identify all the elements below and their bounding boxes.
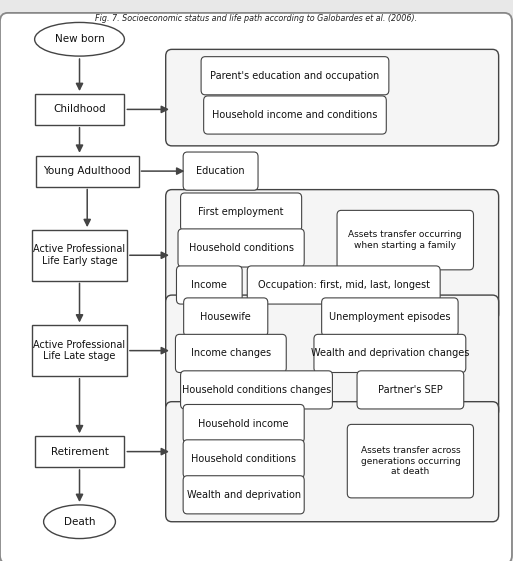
- Text: New born: New born: [55, 34, 104, 44]
- Text: Household conditions: Household conditions: [191, 454, 296, 464]
- FancyBboxPatch shape: [175, 334, 286, 373]
- Text: Childhood: Childhood: [53, 104, 106, 114]
- Text: Income: Income: [191, 280, 227, 290]
- FancyBboxPatch shape: [314, 334, 466, 373]
- FancyBboxPatch shape: [201, 57, 389, 95]
- Text: Wealth and deprivation: Wealth and deprivation: [187, 490, 301, 500]
- Text: Fig. 7. Socioeconomic status and life path according to Galobardes et al. (2006): Fig. 7. Socioeconomic status and life pa…: [95, 14, 418, 23]
- Text: Occupation: first, mid, last, longest: Occupation: first, mid, last, longest: [258, 280, 430, 290]
- Text: Unemployment episodes: Unemployment episodes: [329, 312, 450, 322]
- Text: Wealth and deprivation changes: Wealth and deprivation changes: [311, 348, 469, 358]
- FancyBboxPatch shape: [176, 266, 242, 304]
- FancyBboxPatch shape: [322, 298, 458, 336]
- FancyBboxPatch shape: [32, 325, 127, 376]
- FancyBboxPatch shape: [181, 193, 302, 231]
- Text: Partner's SEP: Partner's SEP: [378, 385, 443, 395]
- FancyBboxPatch shape: [35, 436, 124, 467]
- FancyBboxPatch shape: [181, 371, 332, 409]
- FancyBboxPatch shape: [204, 96, 386, 134]
- Text: Active Professional
Life Early stage: Active Professional Life Early stage: [33, 245, 126, 266]
- Text: Death: Death: [64, 517, 95, 527]
- FancyBboxPatch shape: [337, 210, 473, 270]
- Text: Income changes: Income changes: [191, 348, 271, 358]
- FancyBboxPatch shape: [166, 295, 499, 417]
- FancyBboxPatch shape: [166, 190, 499, 321]
- Text: Household conditions changes: Household conditions changes: [182, 385, 331, 395]
- Text: First employment: First employment: [199, 207, 284, 217]
- FancyBboxPatch shape: [166, 402, 499, 522]
- Text: Assets transfer occurring
when starting a family: Assets transfer occurring when starting …: [348, 231, 462, 250]
- Text: Active Professional
Life Late stage: Active Professional Life Late stage: [33, 340, 126, 361]
- Text: Household conditions: Household conditions: [189, 243, 293, 253]
- Text: Household income: Household income: [199, 419, 289, 429]
- FancyBboxPatch shape: [36, 156, 139, 187]
- Text: Household income and conditions: Household income and conditions: [212, 110, 378, 120]
- FancyBboxPatch shape: [183, 440, 304, 478]
- Text: Assets transfer across
generations occurring
at death: Assets transfer across generations occur…: [361, 446, 460, 476]
- FancyBboxPatch shape: [184, 298, 268, 336]
- FancyBboxPatch shape: [183, 404, 304, 443]
- Text: Parent's education and occupation: Parent's education and occupation: [210, 71, 380, 81]
- FancyBboxPatch shape: [35, 94, 124, 125]
- Ellipse shape: [35, 22, 124, 56]
- Text: Young Adulthood: Young Adulthood: [43, 166, 131, 176]
- FancyBboxPatch shape: [183, 152, 258, 190]
- Ellipse shape: [44, 505, 115, 539]
- Text: Retirement: Retirement: [51, 447, 108, 457]
- FancyBboxPatch shape: [347, 425, 473, 498]
- FancyBboxPatch shape: [0, 13, 512, 561]
- Text: Education: Education: [196, 166, 245, 176]
- FancyBboxPatch shape: [183, 476, 304, 514]
- Text: Housewife: Housewife: [201, 312, 251, 322]
- FancyBboxPatch shape: [357, 371, 464, 409]
- FancyBboxPatch shape: [32, 230, 127, 280]
- FancyBboxPatch shape: [166, 49, 499, 146]
- FancyBboxPatch shape: [247, 266, 440, 304]
- FancyBboxPatch shape: [178, 229, 304, 267]
